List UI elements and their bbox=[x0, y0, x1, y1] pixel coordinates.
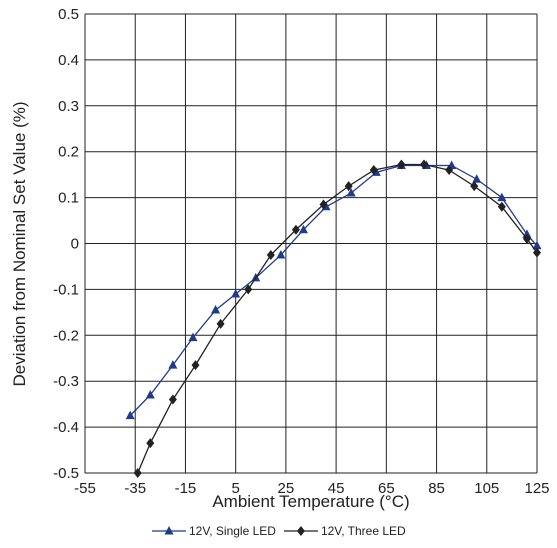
x-tick-label: 85 bbox=[428, 480, 445, 497]
x-tick-label: 105 bbox=[474, 480, 499, 497]
triangle-marker bbox=[125, 410, 135, 420]
x-tick-label: -35 bbox=[124, 480, 146, 497]
x-tick-label: -15 bbox=[175, 480, 197, 497]
diamond-marker bbox=[344, 181, 353, 192]
x-tick-label: 45 bbox=[328, 480, 345, 497]
diamond-marker bbox=[168, 394, 177, 405]
x-tick-label: 5 bbox=[231, 480, 239, 497]
legend-label: 12V, Single LED bbox=[189, 524, 276, 538]
triangle-marker bbox=[497, 192, 507, 202]
x-tick-label: 65 bbox=[378, 480, 395, 497]
y-tick-label: 0.5 bbox=[58, 6, 79, 23]
x-tick-label: 125 bbox=[524, 480, 549, 497]
diamond-marker bbox=[445, 165, 454, 176]
triangle-marker bbox=[276, 249, 286, 259]
triangle-marker bbox=[231, 288, 241, 298]
y-tick-label: -0.2 bbox=[53, 327, 79, 344]
diamond-marker bbox=[216, 318, 225, 329]
triangle-marker bbox=[164, 526, 174, 535]
y-tick-label: -0.4 bbox=[53, 419, 79, 436]
triangle-marker bbox=[168, 360, 178, 369]
x-axis-label: Ambient Temperature (°C) bbox=[212, 492, 409, 511]
diamond-marker bbox=[319, 199, 328, 210]
diamond-marker bbox=[296, 526, 305, 536]
diamond-marker bbox=[291, 224, 300, 235]
diamond-marker bbox=[470, 181, 479, 192]
diamond-marker bbox=[397, 159, 406, 170]
x-tick-label: -55 bbox=[74, 480, 96, 497]
diamond-marker bbox=[133, 468, 142, 478]
diamond-marker bbox=[266, 249, 275, 260]
diamond-marker bbox=[522, 233, 531, 244]
y-axis-label: Deviation from Nominal Set Value (%) bbox=[10, 101, 29, 386]
diamond-marker bbox=[533, 247, 541, 258]
y-tick-label: -0.3 bbox=[53, 373, 79, 390]
x-tick-label: 25 bbox=[278, 480, 295, 497]
diamond-marker bbox=[497, 201, 506, 212]
triangle-marker bbox=[211, 305, 221, 314]
diamond-marker bbox=[191, 360, 200, 371]
y-tick-label: 0 bbox=[71, 236, 79, 253]
diamond-marker bbox=[369, 165, 378, 176]
triangle-marker bbox=[346, 188, 356, 197]
y-tick-label: -0.1 bbox=[53, 281, 79, 298]
diamond-marker bbox=[146, 438, 155, 449]
triangle-marker bbox=[532, 240, 542, 250]
series-line bbox=[137, 163, 538, 474]
y-tick-label: -0.5 bbox=[53, 465, 79, 482]
triangle-marker bbox=[298, 224, 308, 234]
diamond-marker bbox=[244, 284, 253, 295]
y-tick-label: 0.1 bbox=[58, 190, 79, 207]
y-tick-label: 0.3 bbox=[58, 98, 79, 115]
y-tick-label: 0.2 bbox=[58, 144, 79, 161]
y-tick-label: 0.4 bbox=[58, 52, 79, 69]
legend-label: 12V, Three LED bbox=[321, 524, 406, 538]
diamond-marker bbox=[420, 159, 428, 170]
series-line bbox=[129, 164, 538, 417]
triangle-marker bbox=[188, 332, 198, 342]
triangle-marker bbox=[472, 174, 482, 183]
triangle-marker bbox=[145, 389, 155, 399]
